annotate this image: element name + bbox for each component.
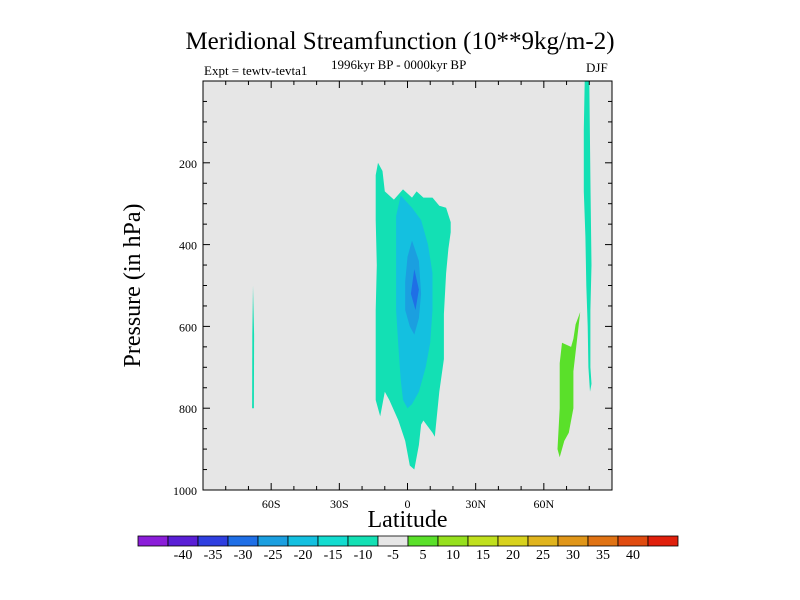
colorbar-label: -10 (354, 548, 373, 563)
contour-region-5 (557, 312, 581, 458)
colorbar-swatch (287, 535, 319, 547)
contour-region-6 (583, 81, 592, 392)
colorbar-label: 40 (626, 548, 640, 563)
y-tick-label: 1000 (173, 484, 197, 498)
colorbar-label: -5 (387, 548, 399, 563)
y-tick-label: 800 (179, 402, 197, 416)
colorbar-swatch (617, 535, 649, 547)
colorbar-swatch (527, 535, 559, 547)
colorbar-label: -40 (174, 548, 193, 563)
contour-region-4 (410, 269, 419, 310)
colorbar-label: 5 (420, 548, 427, 563)
colorbar-label: -35 (204, 548, 223, 563)
colorbar-swatch (437, 535, 469, 547)
colorbar-swatch (407, 535, 439, 547)
colorbar-swatch (467, 535, 499, 547)
y-tick-label: 200 (179, 157, 197, 171)
colorbar-label: 20 (506, 548, 520, 563)
colorbar-swatch (227, 535, 259, 547)
colorbar-label: 35 (596, 548, 610, 563)
colorbar-swatch (197, 535, 229, 547)
x-axis-title: Latitude (368, 507, 448, 533)
colorbar-swatch (647, 535, 679, 547)
colorbar-swatch (347, 535, 379, 547)
colorbar-label: -30 (234, 548, 253, 563)
x-tick-label: 0 (405, 497, 411, 511)
colorbar-label: -15 (324, 548, 343, 563)
y-tick-label: 600 (179, 320, 197, 334)
colorbar-swatch (257, 535, 289, 547)
y-tick-label: 400 (179, 239, 197, 253)
chart-title: Meridional Streamfunction (10**9kg/m-2) (185, 28, 615, 55)
x-tick-label: 30S (330, 497, 349, 511)
colorbar-label: 25 (536, 548, 550, 563)
colorbar-swatch (587, 535, 619, 547)
period-label: 1996kyr BP - 0000kyr BP (331, 57, 467, 72)
colorbar-label: -20 (294, 548, 313, 563)
colorbar-label: 10 (446, 548, 460, 563)
colorbar-swatch (137, 535, 169, 547)
x-tick-label: 60S (262, 497, 281, 511)
colorbar-swatch (317, 535, 349, 547)
colorbar-label: 30 (566, 548, 580, 563)
experiment-label: Expt = tewtv-tevta1 (204, 63, 308, 78)
colorbar-swatch (497, 535, 529, 547)
contour-region-0 (252, 285, 255, 409)
season-label: DJF (586, 60, 608, 75)
colorbar-swatch (167, 535, 199, 547)
colorbar-label: 15 (476, 548, 490, 563)
y-axis-title: Pressure (in hPa) (120, 204, 146, 368)
colorbar-label: -25 (264, 548, 283, 563)
colorbar-swatch (557, 535, 589, 547)
x-tick-label: 60N (533, 497, 554, 511)
x-tick-label: 30N (465, 497, 486, 511)
colorbar-swatch (377, 535, 409, 547)
